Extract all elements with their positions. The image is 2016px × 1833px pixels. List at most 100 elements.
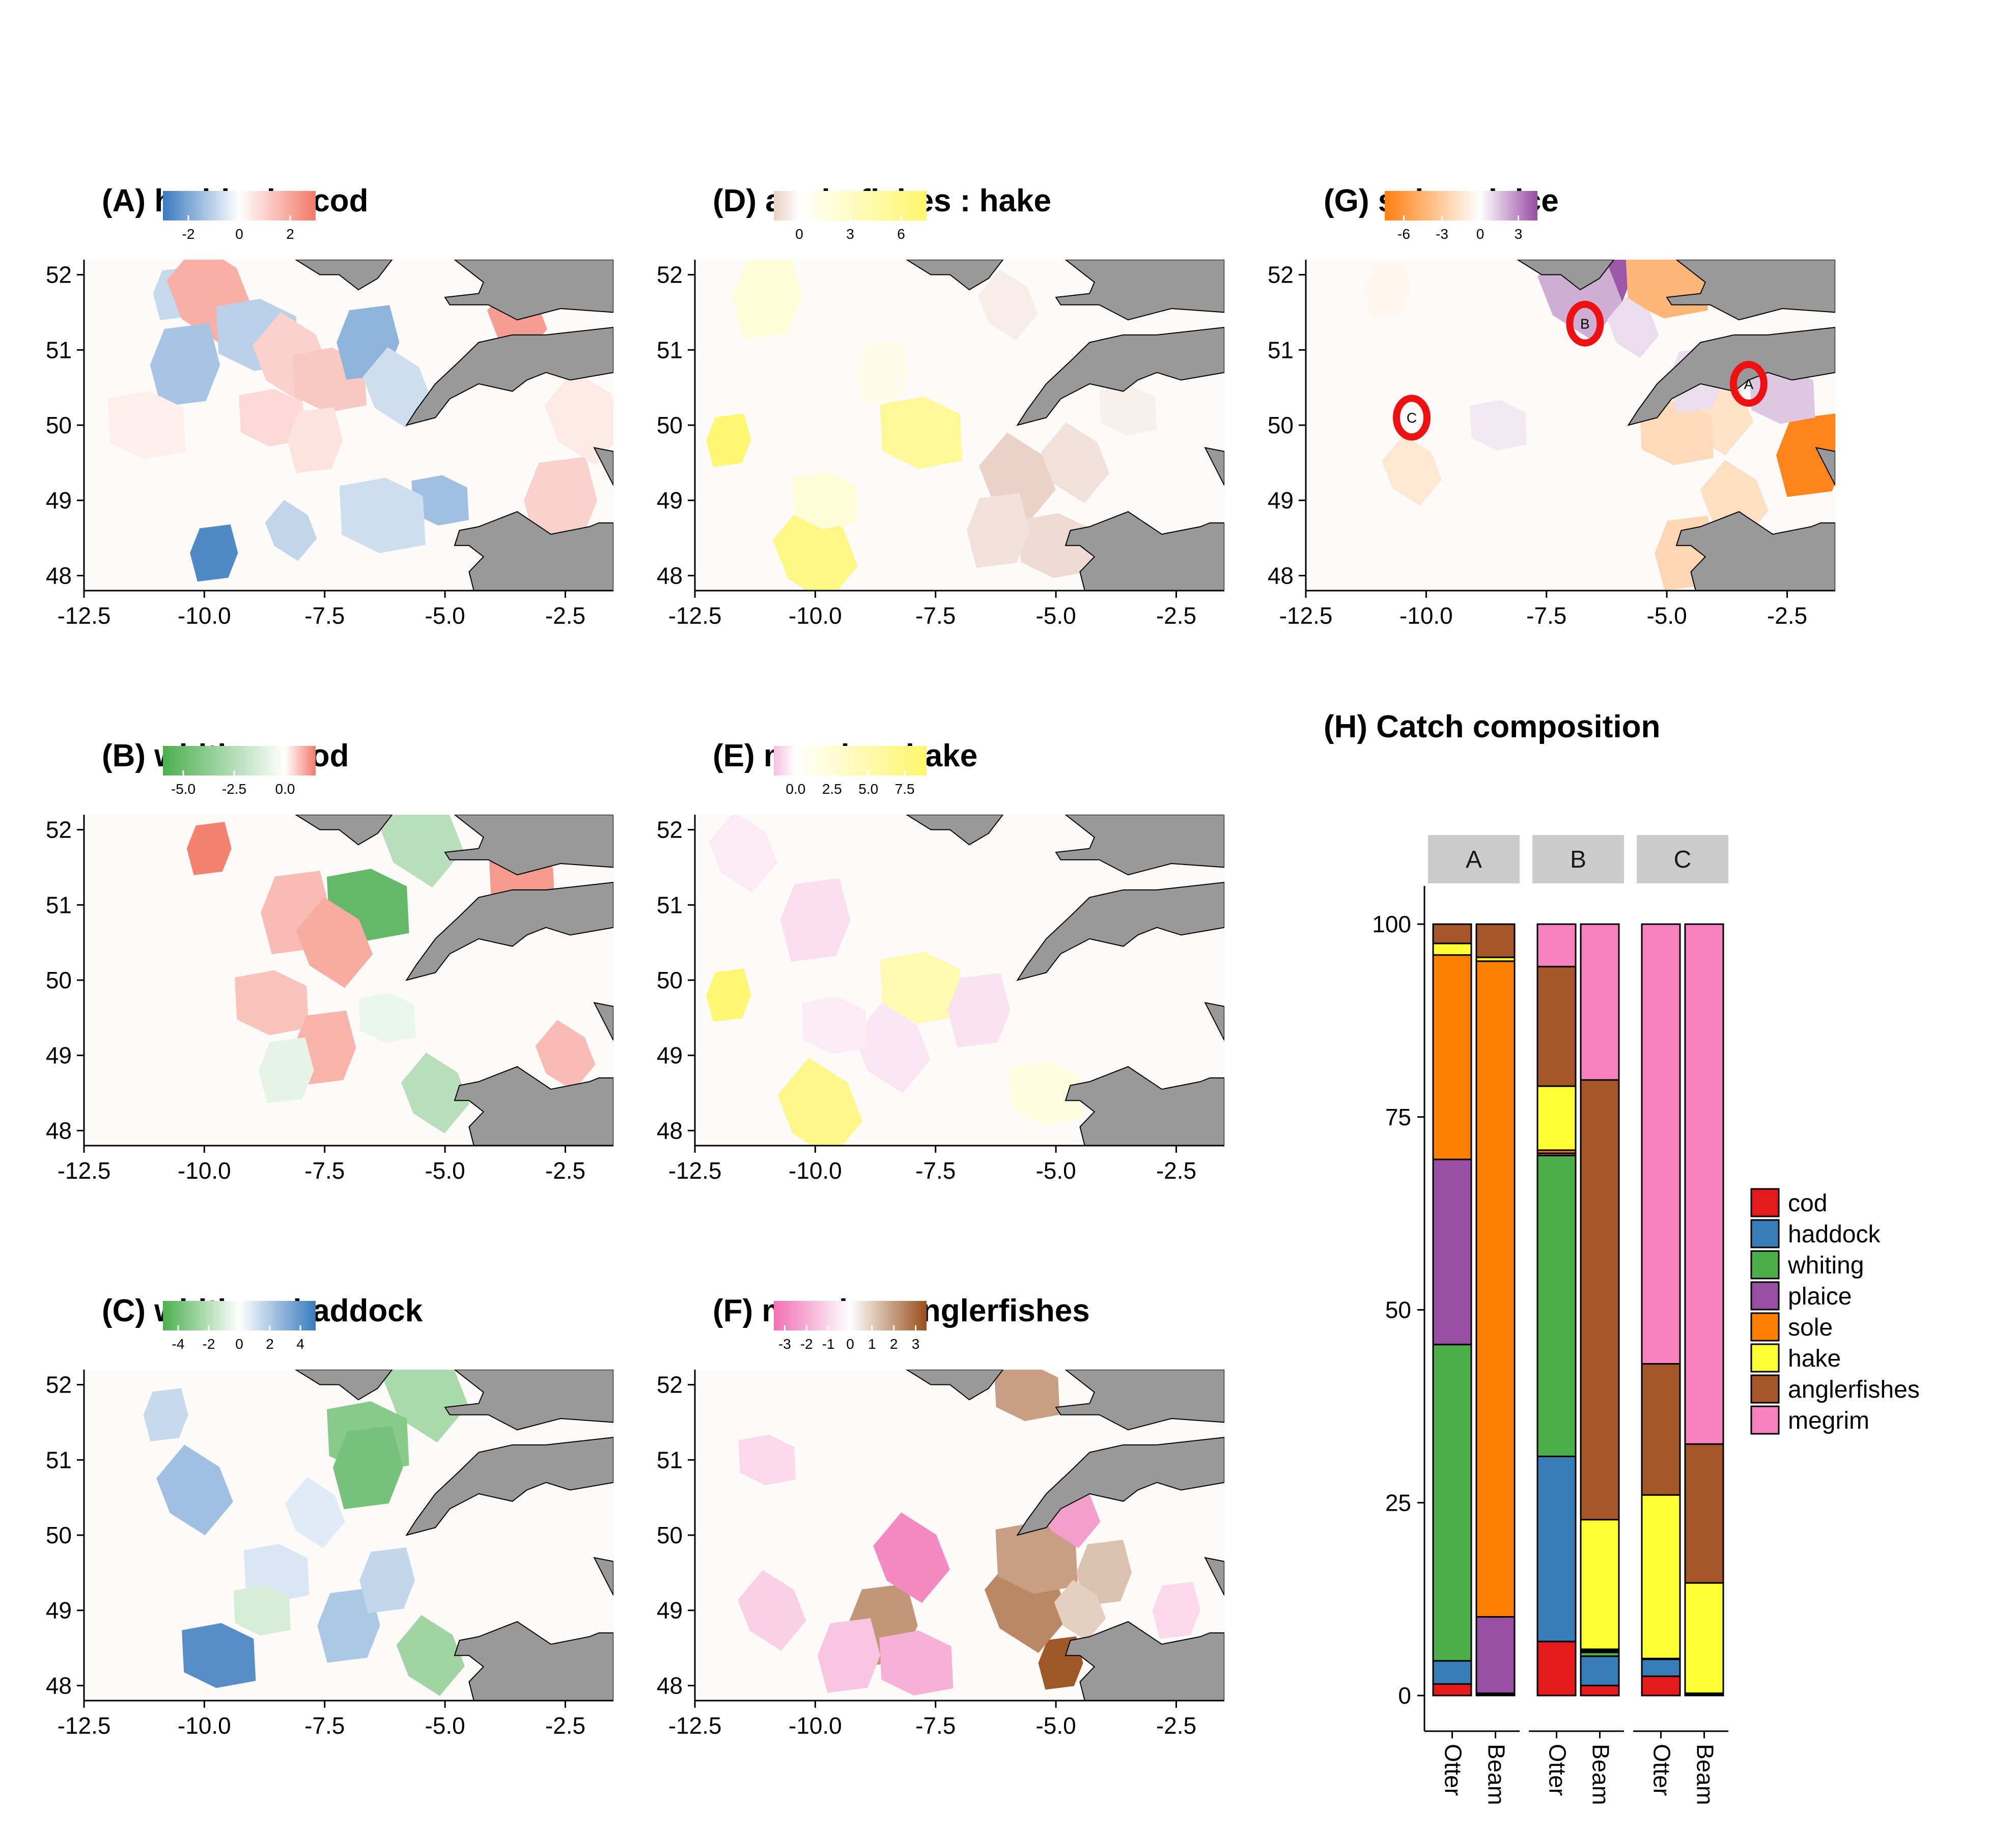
y-tick-label: 51 [1268,337,1294,363]
bar-segment-anglerfishes [1580,1079,1620,1521]
colorbar [163,746,316,775]
colorbar-tick-label: -5.0 [171,781,195,797]
colorbar-tick-label: 0 [1476,226,1485,242]
cell [706,413,751,467]
y-tick-label: 100 [1372,911,1411,937]
cell [156,1445,233,1536]
y-tick-label: 50 [1385,1297,1411,1323]
land [454,511,613,591]
bar-segment-cod [1536,1641,1577,1697]
cell [873,1512,950,1603]
bar-segment-hake [1536,1085,1577,1151]
land [1055,815,1224,876]
map-area [695,1370,1224,1701]
cell [732,260,802,339]
colorbar-tick-label: 2 [890,1336,898,1352]
colorbar-tick-label: -3 [1436,226,1448,242]
cell [287,407,343,474]
legend-key-haddock [1750,1219,1780,1248]
y-tick-label: 52 [657,817,683,843]
bar-segment-megrim [1580,923,1620,1081]
y-tick-label: 75 [1385,1104,1411,1130]
legend-label: sole [1788,1314,1833,1341]
facet-strip [1428,835,1520,883]
land [444,260,613,321]
bar-segment-anglerfishes [1432,923,1472,945]
x-tick-label: -10.0 [178,1712,231,1739]
cell [1076,1540,1132,1606]
cell [854,1002,931,1093]
bar-segment-cod [1580,1684,1620,1697]
colorbar-tick-label: -1 [822,1336,835,1352]
x-tick-label: -2.5 [545,1712,585,1739]
x-tick-label: -2.5 [1767,602,1807,629]
y-tick-label: 48 [46,562,72,589]
cell [182,1623,256,1688]
panel-F: (F) megrim : anglerfishes-3-2-10123-12.5… [657,1293,1224,1739]
bar-segment-haddock [1580,1655,1620,1686]
site-marker [1393,395,1431,441]
cell [296,897,373,988]
x-tick-label: -12.5 [668,1712,722,1739]
y-tick-label: 49 [657,1597,683,1624]
y-tick-label: 48 [46,1672,72,1699]
x-tick-label: -12.5 [1279,602,1333,629]
land [1204,1002,1224,1041]
x-tick-label: -5.0 [425,1712,465,1739]
land [454,1621,613,1701]
bar-segment-anglerfishes [1641,1363,1681,1496]
y-tick-label: 52 [1268,262,1294,288]
colorbar-tick-label: 2.5 [822,781,842,797]
bar-segment-haddock [1432,1660,1472,1685]
x-tick-label: -7.5 [915,1712,956,1739]
colorbar-tick-label: 0 [795,226,803,242]
colorbar-tick-label: 5.0 [858,781,878,797]
panel-C: (C) whiting : haddock-4-2024-12.5-10.0-7… [46,1293,613,1739]
land [1065,511,1224,591]
site-marker [1566,300,1604,347]
y-tick-label: 48 [657,1672,683,1699]
bar-segment-haddock [1641,1658,1681,1677]
cell [401,1052,470,1133]
land [1517,260,1615,291]
panel-A: (A) haddock : cod-202-12.5-10.0-7.5-5.0-… [46,183,613,629]
y-tick-label: 51 [46,1447,72,1473]
land [444,1370,613,1431]
colorbar-tick-label: 0.0 [275,781,295,797]
facet-strip [1532,835,1624,883]
land [1204,1557,1224,1596]
cell [777,1058,863,1146]
facet-label: A [1466,846,1482,873]
colorbar-tick-label: -6 [1397,226,1410,242]
bar-segment-plaice [1432,1158,1472,1346]
y-tick-label: 50 [1268,412,1294,438]
cell [1363,261,1412,319]
facet-label: B [1570,846,1586,873]
land [593,447,613,486]
x-tick-label: -2.5 [1156,1157,1196,1184]
colorbar-tick-label: 2 [286,226,294,242]
x-tick-label: -5.0 [425,1157,465,1184]
bar-segment-anglerfishes [1684,1443,1724,1584]
site-marker [1729,360,1768,407]
bar-segment-hake [1641,1494,1681,1659]
land [593,1002,613,1041]
colorbar [1385,191,1537,220]
y-tick-label: 48 [46,1117,72,1144]
legend-key-anglerfishes [1750,1374,1780,1404]
y-tick-label: 49 [46,1597,72,1624]
y-tick-label: 51 [46,337,72,363]
colorbar-tick-label: -2 [800,1336,813,1352]
land [1204,447,1224,486]
cell [780,878,851,962]
y-tick-label: 0 [1398,1682,1411,1709]
cell [967,493,1030,568]
y-tick-label: 50 [46,412,72,438]
map-area [84,815,613,1146]
cell [358,992,416,1043]
colorbar [774,746,927,775]
cell [186,822,232,875]
cell [339,478,426,553]
cell [880,396,963,469]
cell [535,1020,596,1091]
